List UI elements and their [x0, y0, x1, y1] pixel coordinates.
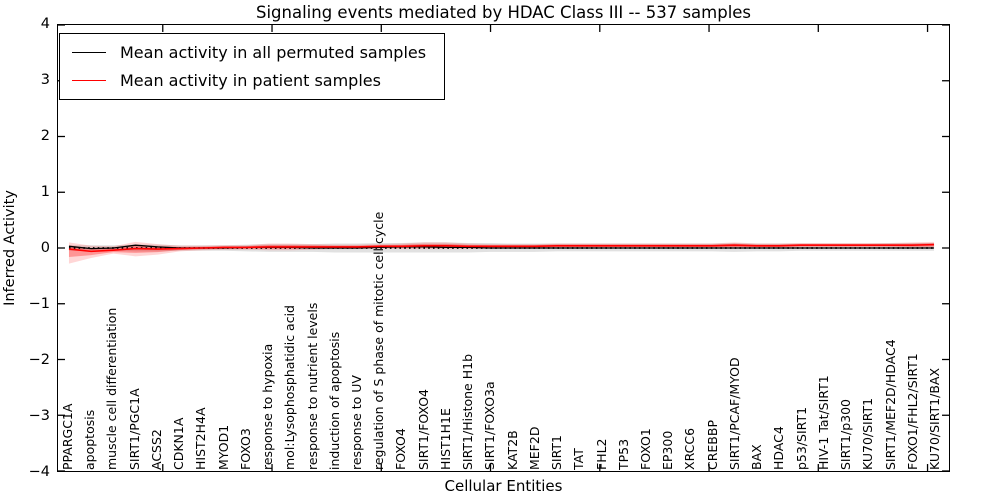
- y-tick-label: 0: [40, 240, 50, 256]
- y-tick-label: −4: [28, 464, 50, 480]
- x-category-label: response to UV: [349, 375, 364, 470]
- x-category-label: FOXO4: [393, 428, 409, 470]
- y-tick-label: 1: [40, 184, 50, 200]
- x-category-label: HIV-1 Tat/SIRT1: [815, 375, 831, 470]
- x-category-label: MYOD1: [215, 424, 231, 470]
- x-category-label: FOXO3: [237, 428, 253, 470]
- x-category-label: HIST2H4A: [193, 407, 209, 470]
- x-category-label: apoptosis: [82, 409, 98, 470]
- x-category-label: regulation of S phase of mitotic cell cy…: [371, 211, 387, 470]
- x-category-label: p53/SIRT1: [793, 406, 809, 470]
- x-category-label: muscle cell differentiation: [104, 307, 120, 470]
- x-category-label: TAT: [571, 448, 587, 470]
- x-category-label: KU70/SIRT1: [860, 397, 876, 470]
- x-category-label: TP53: [615, 438, 631, 470]
- x-category-label: ACSS2: [148, 429, 164, 470]
- y-tick-label: −1: [28, 296, 50, 312]
- x-category-label: mol:Lysophosphatidic acid: [282, 305, 298, 470]
- x-category-label: CDKN1A: [171, 417, 187, 470]
- y-tick-label: −2: [28, 352, 50, 368]
- x-category-label: PPARGC1A: [60, 403, 75, 470]
- x-category-label: KU70/SIRT1/BAX: [927, 367, 942, 470]
- x-category-label: SIRT1: [549, 435, 565, 470]
- y-tick-label: −3: [28, 408, 50, 424]
- x-category-label: SIRT1/FOXO4: [415, 389, 431, 470]
- y-tick-label: 3: [40, 72, 50, 88]
- x-category-label: SIRT1/PGC1A: [126, 388, 142, 470]
- legend-label-permuted: Mean activity in all permuted samples: [120, 43, 427, 62]
- x-category-label: FHL2: [593, 438, 609, 470]
- legend-label-patient: Mean activity in patient samples: [120, 71, 381, 90]
- y-tick-label: 2: [40, 128, 50, 144]
- x-category-label: MEF2D: [526, 426, 542, 470]
- x-category-label: FOXO1/FHL2/SIRT1: [904, 353, 920, 470]
- legend-entry-permuted: Mean activity in all permuted samples: [72, 43, 426, 62]
- x-category-label: XRCC6: [682, 427, 698, 470]
- chart-svg: [58, 25, 949, 471]
- legend: Mean activity in all permuted samples Me…: [59, 33, 446, 100]
- y-tick-label: 4: [40, 16, 50, 32]
- x-category-label: response to hypoxia: [260, 343, 276, 470]
- x-axis-label: Cellular Entities: [444, 477, 563, 495]
- x-category-label: SIRT1/Histone H1b: [460, 353, 476, 470]
- x-category-label: SIRT1/MEF2D/HDAC4: [882, 339, 898, 470]
- x-category-label: EP300: [660, 430, 676, 470]
- x-category-label: induction of apoptosis: [326, 331, 342, 470]
- x-category-label: KAT2B: [504, 430, 520, 470]
- patient-line-swatch-icon: [72, 80, 106, 81]
- x-category-label: SIRT1/FOXO3a: [482, 381, 498, 470]
- x-category-label: HIST1H1E: [437, 408, 453, 470]
- x-category-label: HDAC4: [771, 426, 787, 470]
- chart-title: Signaling events mediated by HDAC Class …: [255, 3, 752, 22]
- x-category-label: response to nutrient levels: [304, 302, 320, 470]
- x-category-label: BAX: [749, 444, 765, 470]
- legend-entry-patient: Mean activity in patient samples: [72, 71, 426, 90]
- x-category-label: CREBBP: [704, 420, 720, 470]
- x-category-label: FOXO1: [638, 428, 653, 470]
- x-category-label: SIRT1/PCAF/MYOD: [726, 357, 742, 470]
- permuted-line-swatch-icon: [72, 52, 106, 53]
- x-category-label: SIRT1/p300: [838, 399, 854, 470]
